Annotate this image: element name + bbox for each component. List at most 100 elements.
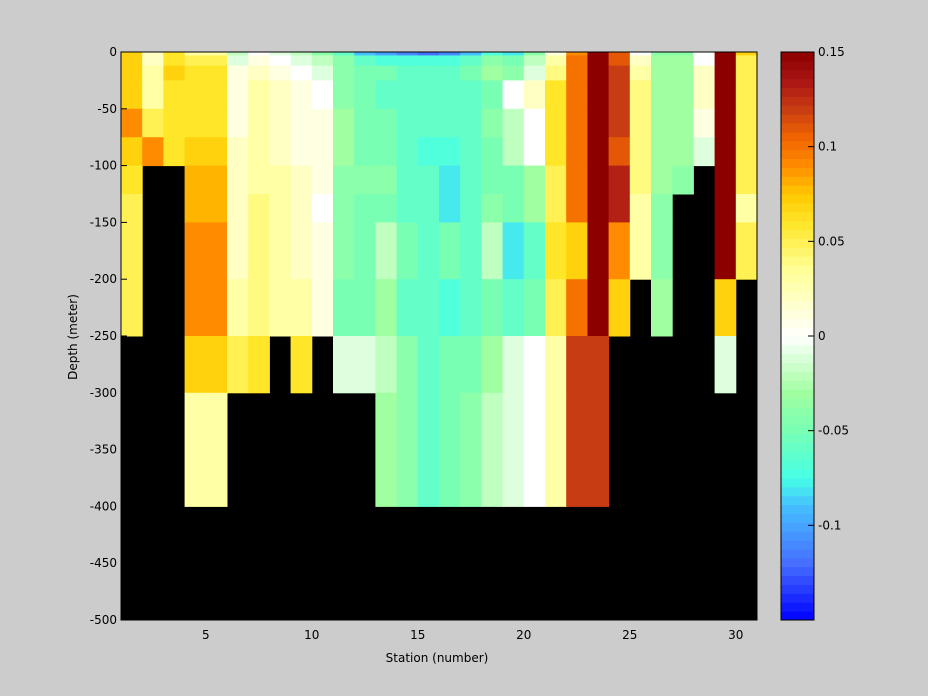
heatmap-cell	[333, 65, 355, 81]
heatmap-cell	[290, 55, 313, 67]
heatmap-cell	[269, 165, 292, 195]
heatmap-cell	[248, 52, 270, 56]
colorbar-segment	[781, 415, 814, 426]
heatmap-cell	[651, 65, 673, 81]
heatmap-cell	[481, 392, 504, 507]
heatmap-cell	[121, 108, 143, 138]
heatmap-cell	[481, 279, 504, 337]
heatmap-cell	[545, 55, 567, 67]
heatmap-cell	[502, 222, 525, 280]
heatmap-cell	[587, 108, 610, 138]
heatmap-cell	[502, 279, 525, 337]
heatmap-cell	[184, 52, 207, 56]
heatmap-cell	[417, 194, 440, 223]
heatmap-cell	[439, 137, 461, 167]
heatmap-cell	[460, 336, 482, 394]
colorbar-segment	[781, 300, 814, 310]
heatmap-cell	[396, 108, 419, 138]
colorbar-segment	[781, 96, 814, 106]
heatmap-cell	[672, 137, 694, 167]
heatmap-cell	[460, 392, 482, 507]
colorbar-segment	[781, 167, 814, 177]
heatmap-cell	[481, 108, 504, 138]
heatmap-cell	[205, 392, 228, 507]
heatmap-cell	[375, 80, 398, 110]
x-tick-label: 20	[516, 628, 531, 642]
heatmap-cell	[502, 336, 525, 394]
heatmap-cell	[290, 52, 313, 56]
heatmap-cell	[417, 65, 440, 81]
colorbar-segment	[781, 602, 814, 612]
heatmap-cell	[566, 392, 588, 507]
heatmap-cell	[629, 222, 652, 280]
heatmap-cell	[693, 52, 716, 56]
x-tick-label: 15	[410, 628, 425, 642]
heatmap-cell	[311, 108, 334, 138]
heatmap-cell	[439, 392, 461, 507]
heatmap-cell	[396, 336, 419, 394]
heatmap-cell	[545, 336, 567, 394]
heatmap-cell	[608, 279, 631, 337]
heatmap-cell	[205, 52, 228, 56]
heatmap-cell	[460, 52, 482, 56]
heatmap-cell	[205, 194, 228, 223]
heatmap-cell	[311, 137, 334, 167]
heatmap-cell	[608, 65, 631, 81]
heatmap-cell	[672, 108, 694, 138]
heatmap-cell	[608, 108, 631, 138]
heatmap-cell	[290, 80, 313, 110]
heatmap-cell	[417, 222, 440, 280]
heatmap-cell	[460, 279, 482, 337]
heatmap-cell	[587, 222, 610, 280]
heatmap-cell	[672, 52, 694, 56]
heatmap-cell	[354, 65, 376, 81]
heatmap-cell	[184, 336, 207, 394]
colorbar-segment	[781, 238, 814, 248]
heatmap-cell	[587, 137, 610, 167]
heatmap-cell	[290, 65, 313, 81]
heatmap-cell	[460, 108, 482, 138]
heatmap-cell	[227, 336, 249, 394]
heatmap-cell	[142, 137, 164, 167]
heatmap-cell	[375, 137, 398, 167]
heatmap-cell	[396, 52, 419, 56]
heatmap-cell	[269, 65, 292, 81]
heatmap-cell	[227, 55, 249, 67]
colorbar-segment	[781, 353, 814, 364]
heatmap-cell	[651, 55, 673, 67]
heatmap-cell	[481, 52, 504, 56]
heatmap-cell	[502, 55, 525, 67]
heatmap-cell	[248, 165, 270, 195]
heatmap-cell	[545, 392, 567, 507]
heatmap-cell	[163, 65, 186, 81]
heatmap-cell	[121, 279, 143, 337]
heatmap-cell	[417, 52, 440, 56]
colorbar-segment	[781, 611, 814, 621]
heatmap-cell	[396, 165, 419, 195]
heatmap-cell	[396, 194, 419, 223]
y-tick-label: -250	[90, 329, 117, 343]
colorbar-segment	[781, 114, 814, 124]
colorbar-segment	[781, 78, 814, 88]
colorbar-segment	[781, 149, 814, 159]
heatmap-cell	[735, 65, 758, 81]
heatmap-cell	[333, 55, 355, 67]
heatmap-cell	[481, 80, 504, 110]
heatmap-cell	[460, 137, 482, 167]
heatmap-cell	[566, 108, 588, 138]
heatmap-cell	[354, 52, 376, 56]
colorbar-segment	[781, 69, 814, 80]
heatmap-cell	[248, 279, 270, 337]
heatmap-cell	[629, 65, 652, 81]
heatmap-cell	[587, 80, 610, 110]
colorbar-tick-label: 0.1	[818, 140, 837, 154]
heatmap-cell	[248, 80, 270, 110]
heatmap-cell	[375, 222, 398, 280]
colorbar-segment	[781, 176, 814, 186]
heatmap-cell	[460, 55, 482, 67]
heatmap-cell	[587, 279, 610, 337]
colorbar-segment	[781, 123, 814, 133]
heatmap-cell	[439, 222, 461, 280]
heatmap-cell	[545, 80, 567, 110]
colorbar-segment	[781, 229, 814, 239]
